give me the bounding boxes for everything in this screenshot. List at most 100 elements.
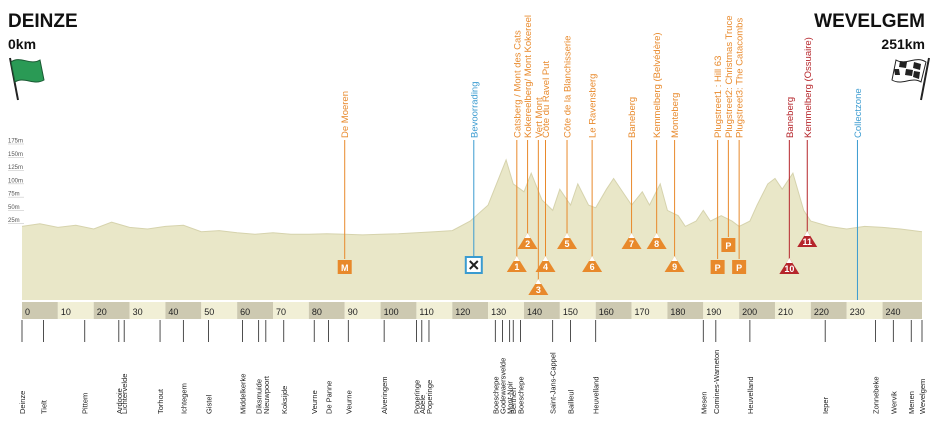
ruler-segment bbox=[559, 302, 596, 319]
town-name: Diksmuide bbox=[255, 379, 264, 414]
climb-name: Vert Mont bbox=[534, 97, 545, 138]
x-tick-label: 0 bbox=[25, 307, 30, 317]
climb-marker-cap bbox=[804, 231, 811, 236]
ruler-segment bbox=[57, 302, 94, 319]
x-tick-label: 120 bbox=[455, 307, 470, 317]
town-name: Heuvelland bbox=[746, 376, 755, 414]
town-name: Saint-Jans-Cappel bbox=[549, 352, 558, 414]
climb-marker bbox=[779, 258, 800, 274]
town-name: Comines-Warneton bbox=[712, 350, 721, 414]
x-tick-label: 170 bbox=[635, 307, 650, 317]
ruler-segment bbox=[201, 302, 238, 319]
town-name: Mont-Noir bbox=[506, 381, 515, 414]
climb-name: Le Ravensberg bbox=[588, 74, 599, 138]
x-tick-label: 230 bbox=[850, 307, 865, 317]
ruler-segment bbox=[882, 302, 922, 319]
ruler-segment bbox=[22, 302, 58, 319]
y-tick-label: 150m bbox=[8, 152, 23, 158]
town-name: Berthen bbox=[509, 388, 518, 414]
climb-name: Kemmelberg (Ossuaire) bbox=[803, 37, 814, 138]
ruler-segment bbox=[595, 302, 632, 319]
y-tick-label: 175m bbox=[8, 139, 23, 145]
town-name: Lichtervelde bbox=[120, 374, 129, 414]
finish-flag bbox=[891, 57, 930, 101]
climb-marker-cap bbox=[653, 233, 660, 238]
ruler-segment bbox=[810, 302, 847, 319]
climb-marker bbox=[797, 231, 818, 247]
y-tick-label: 75m bbox=[8, 192, 20, 198]
finish-name: WEVELGEM bbox=[814, 11, 925, 32]
ruler-segment bbox=[739, 302, 775, 319]
town-name: Torhout bbox=[156, 388, 165, 414]
marker-label: M bbox=[341, 263, 349, 273]
town-name: De Panne bbox=[325, 381, 334, 414]
town-name: Nieuwpoort bbox=[262, 375, 271, 414]
town-name: Wervik bbox=[889, 391, 898, 414]
town-name: Ieper bbox=[821, 396, 830, 414]
climb-marker-cap bbox=[671, 256, 678, 261]
x-tick-label: 130 bbox=[491, 307, 506, 317]
ruler-segment bbox=[667, 302, 704, 319]
climb-name: Baneberg bbox=[785, 97, 796, 138]
ruler-segment bbox=[272, 302, 309, 319]
town-name: Boeschepe bbox=[491, 376, 500, 414]
sector-marker bbox=[337, 260, 352, 274]
town-name: Koksijde bbox=[280, 386, 289, 414]
town-name: Boeschepe bbox=[516, 376, 525, 414]
x-tick-label: 140 bbox=[527, 307, 542, 317]
ruler-segment bbox=[129, 302, 166, 319]
town-name: Mesen bbox=[699, 391, 708, 414]
climb-marker bbox=[517, 233, 538, 249]
x-tick-label: 10 bbox=[61, 307, 71, 317]
x-tick-label: 160 bbox=[599, 307, 614, 317]
x-tick-label: 60 bbox=[240, 307, 250, 317]
climb-name: De Moeren bbox=[340, 91, 351, 138]
town-name: Veurne bbox=[344, 390, 353, 414]
climb-marker-cap bbox=[564, 233, 571, 238]
y-tick-label: 125m bbox=[8, 165, 23, 171]
marker-label: 8 bbox=[654, 239, 659, 249]
x-tick-label: 180 bbox=[670, 307, 685, 317]
marker-label: 3 bbox=[536, 285, 541, 295]
marker-label: P bbox=[725, 241, 731, 251]
ground-fill bbox=[22, 159, 922, 300]
feed-zone-cross bbox=[469, 260, 479, 270]
climb-marker-cap bbox=[513, 256, 520, 261]
climb-name: Plugstreet1 : Hill 63 bbox=[713, 56, 724, 138]
town-name: Menen bbox=[907, 391, 916, 414]
marker-label: 4 bbox=[543, 262, 548, 272]
marker-label: 2 bbox=[525, 239, 530, 249]
x-tick-label: 150 bbox=[563, 307, 578, 317]
climb-name: Monteberg bbox=[670, 93, 681, 138]
x-tick-label: 210 bbox=[778, 307, 793, 317]
climb-name: Catsberg / Mont des Cats bbox=[512, 30, 523, 138]
x-tick-label: 80 bbox=[312, 307, 322, 317]
town-name: Poperinge bbox=[412, 380, 421, 414]
climb-name: Plugstreet2: Christmas Truce bbox=[724, 16, 735, 139]
town-name: Heuvelland bbox=[592, 376, 601, 414]
ruler-segment bbox=[93, 302, 130, 319]
marker-label: P bbox=[715, 263, 721, 273]
finish-distance: 251km bbox=[881, 36, 925, 52]
climb-name: Côte de la Blanchisserie bbox=[563, 36, 574, 138]
x-tick-label: 190 bbox=[706, 307, 721, 317]
town-name: Bailleul bbox=[567, 389, 576, 414]
ruler-segment bbox=[488, 302, 524, 319]
town-name: Alveringem bbox=[380, 376, 389, 414]
x-tick-label: 50 bbox=[204, 307, 214, 317]
ruler-segment bbox=[344, 302, 381, 319]
climb-marker bbox=[646, 233, 667, 249]
climb-marker-cap bbox=[535, 279, 542, 284]
marker-label: 11 bbox=[803, 237, 813, 247]
x-tick-label: 20 bbox=[97, 307, 107, 317]
town-name: Veurne bbox=[310, 390, 319, 414]
ruler-segment bbox=[523, 302, 560, 319]
climb-marker-cap bbox=[589, 256, 596, 261]
climb-name: Bevoorrading bbox=[469, 81, 480, 138]
climb-name: Côte du Ravel Put bbox=[541, 61, 552, 138]
x-tick-label: 30 bbox=[133, 307, 143, 317]
x-tick-label: 240 bbox=[886, 307, 901, 317]
ruler-segment bbox=[308, 302, 345, 319]
town-name: Ardooie bbox=[115, 388, 124, 414]
